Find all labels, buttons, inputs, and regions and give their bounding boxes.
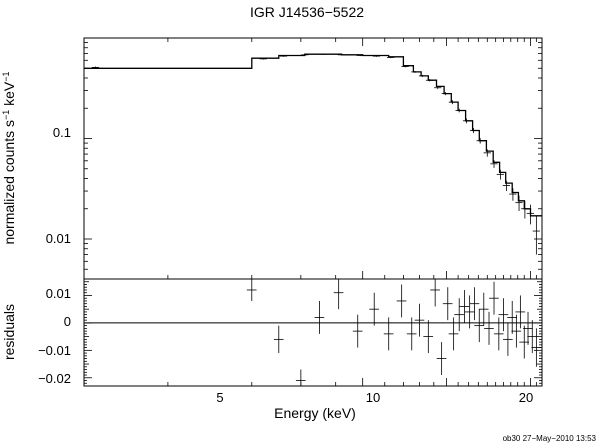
residual-point-33 xyxy=(531,328,542,367)
ylabel-mid: keV xyxy=(1,81,17,110)
residual-point-22 xyxy=(484,311,494,345)
spectrum-point-21 xyxy=(490,160,498,168)
residual-point-14 xyxy=(442,287,453,321)
residual-point-30 xyxy=(519,325,530,359)
x-tick-label-20: 20 xyxy=(519,390,533,405)
residuals-tick-label-neg-0-02: −0.02 xyxy=(38,371,71,386)
spectrum-point-28 xyxy=(532,215,540,255)
spectrum-point-10 xyxy=(411,70,419,73)
spectrum-point-25 xyxy=(515,195,523,211)
residual-point-24 xyxy=(493,317,504,351)
spectrum-point-18 xyxy=(469,128,478,134)
chart-title: IGR J14536−5522 xyxy=(250,4,364,20)
residuals-tick-label-neg-0-01: −0.01 xyxy=(38,343,71,358)
spectrum-panel: 0.1 0.01 normalized counts s−1 keV−1 xyxy=(1,37,543,280)
spectrum-point-0 xyxy=(91,66,100,69)
plot-footer-timestamp: ob30 27−May−2010 13:53 xyxy=(503,434,597,443)
x-tick-label-5: 5 xyxy=(216,390,223,405)
residual-point-18 xyxy=(464,295,475,329)
residual-point-10 xyxy=(414,303,425,337)
spectrum-data-points xyxy=(91,53,540,255)
spectrum-point-12 xyxy=(426,79,434,82)
spectrum-point-11 xyxy=(418,74,427,77)
residual-point-13 xyxy=(436,342,447,376)
spectrum-y-ticks xyxy=(84,37,542,280)
spectrum-panel-frame xyxy=(83,37,543,280)
residuals-panel: 0.01 0 −0.01 −0.02 residuals xyxy=(1,278,543,387)
residual-point-23 xyxy=(489,281,499,315)
spectrum-point-22 xyxy=(496,169,504,180)
spectrum-tick-label-0-01: 0.01 xyxy=(46,231,71,246)
residual-point-1 xyxy=(273,325,284,354)
residuals-tick-label-0: 0 xyxy=(64,314,71,329)
spectrum-point-5 xyxy=(337,54,346,56)
residual-point-21 xyxy=(478,292,489,326)
spectrum-point-23 xyxy=(502,180,511,192)
residual-point-26 xyxy=(502,322,513,356)
x-axis-label: Energy (keV) xyxy=(274,405,356,421)
residual-point-17 xyxy=(459,289,470,323)
spectrum-point-26 xyxy=(521,200,529,219)
residual-point-8 xyxy=(396,284,407,318)
ylabel-sup1: −1 xyxy=(1,110,11,120)
model-step-curve xyxy=(84,53,542,217)
x-tick-label-10: 10 xyxy=(366,390,380,405)
residual-point-31 xyxy=(523,311,533,345)
residual-point-25 xyxy=(498,298,509,332)
spectrum-point-9 xyxy=(401,65,409,68)
spectrum-point-19 xyxy=(476,138,484,144)
residual-point-0 xyxy=(246,279,257,301)
residual-point-32 xyxy=(527,320,538,354)
x-axis-ticks xyxy=(167,38,543,386)
residuals-tick-label-0-01: 0.01 xyxy=(46,286,71,301)
spectrum-point-7 xyxy=(372,55,380,57)
spectrum-point-20 xyxy=(483,149,491,157)
residual-point-6 xyxy=(369,292,379,326)
residual-point-15 xyxy=(448,317,459,351)
residuals-y-axis-label: residuals xyxy=(1,304,17,360)
spectrum-point-6 xyxy=(356,54,364,57)
residual-point-19 xyxy=(469,287,480,321)
spectrum-point-17 xyxy=(462,118,471,124)
residual-point-29 xyxy=(515,295,526,329)
residual-point-16 xyxy=(454,298,464,332)
residual-point-7 xyxy=(383,317,394,351)
spectrum-point-13 xyxy=(434,86,442,90)
residuals-panel-frame xyxy=(83,278,543,387)
residual-point-27 xyxy=(507,300,517,334)
residual-point-3 xyxy=(314,300,325,334)
spectrum-y-axis-label: normalized counts s−1 keV−1 xyxy=(1,71,17,244)
spectrum-tick-label-0-1: 0.1 xyxy=(53,125,71,140)
residual-point-20 xyxy=(474,309,485,343)
ylabel-main: normalized counts s xyxy=(1,120,17,245)
spectrum-point-15 xyxy=(448,100,457,105)
spectrum-point-8 xyxy=(386,56,395,59)
residual-point-9 xyxy=(406,317,417,351)
spectrum-point-3 xyxy=(301,54,309,56)
spectrum-point-1 xyxy=(259,58,267,60)
spectrum-point-2 xyxy=(279,55,288,57)
spectrum-model xyxy=(84,53,542,217)
spectrum-point-16 xyxy=(455,108,463,113)
residual-point-11 xyxy=(423,320,434,354)
residual-point-28 xyxy=(511,314,522,348)
spectrum-point-24 xyxy=(509,188,517,201)
residual-point-4 xyxy=(333,279,344,310)
spectrum-point-14 xyxy=(441,92,449,96)
residual-point-12 xyxy=(430,279,440,307)
spectrum-point-27 xyxy=(526,204,535,225)
spectrum-point-4 xyxy=(319,53,327,55)
residual-point-5 xyxy=(352,314,363,348)
ylabel-sup2: −1 xyxy=(1,71,11,81)
residuals-data-points xyxy=(246,279,542,386)
residuals-y-ticks xyxy=(84,281,542,384)
